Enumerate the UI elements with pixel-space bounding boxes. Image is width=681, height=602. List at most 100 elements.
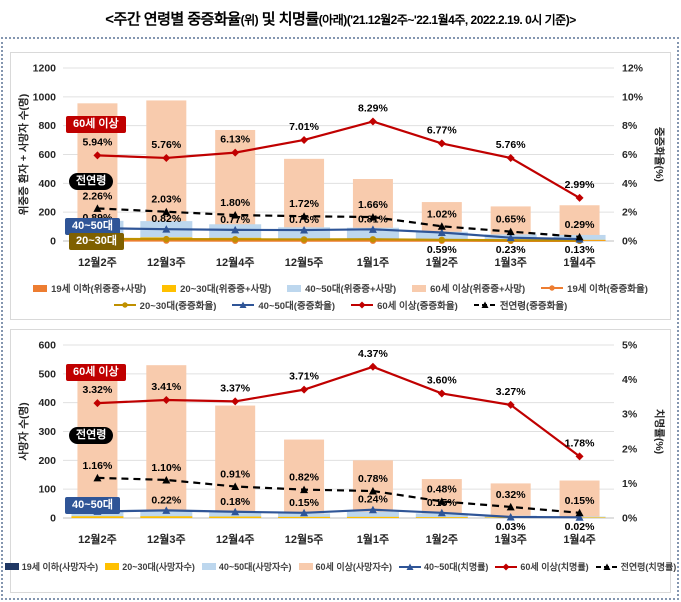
- svg-text:1.16%: 1.16%: [83, 460, 113, 472]
- svg-text:0.82%: 0.82%: [289, 472, 319, 484]
- legend-line-icon: [399, 563, 421, 570]
- legend-item-label: 60세 이상(치명률): [520, 562, 589, 572]
- svg-text:1월2주: 1월2주: [426, 255, 458, 269]
- charts-frame: 0 200 400 600 800 1000 1200 0% 2% 4% 6% 8% 10% 12% 위중증…: [1, 37, 679, 600]
- svg-text:0.91%: 0.91%: [220, 469, 250, 481]
- svg-text:4%: 4%: [622, 178, 638, 190]
- svg-text:1000: 1000: [33, 91, 57, 103]
- legend-item-label: 40~50대(치명률): [424, 562, 489, 572]
- legend-swatch-icon: [33, 284, 48, 292]
- svg-text:3%: 3%: [622, 409, 638, 421]
- legend-swatch-icon: [162, 284, 177, 292]
- fatality-chart-legend: 19세 이하(사망자수) 20~30대(사망자수) 40~50대(사망자수) 60세 …: [4, 560, 676, 573]
- svg-text:12월2주: 12월2주: [78, 255, 117, 269]
- svg-text:0.02%: 0.02%: [565, 521, 595, 533]
- legend-item-label: 19세 이하(위중증+사망): [51, 284, 147, 295]
- svg-text:1월1주: 1월1주: [357, 255, 389, 269]
- svg-text:1월2주: 1월2주: [426, 532, 458, 546]
- legend-swatch-icon: [298, 563, 313, 570]
- svg-text:3.27%: 3.27%: [496, 386, 526, 398]
- page-title: <주간 연령별 중증화율(위) 및 치명률(아래)('21.12월2주~'22.…: [0, 8, 681, 29]
- svg-text:300: 300: [38, 426, 56, 438]
- svg-text:1200: 1200: [33, 63, 57, 75]
- svg-text:1월4주: 1월4주: [563, 255, 595, 269]
- svg-text:600: 600: [38, 340, 56, 352]
- fatality-chart-panel: 0 100 200 300 400 500 600 0% 1% 2% 3% 4% 5% 사망자 수(명) 치…: [4, 329, 676, 593]
- legend-item: 60세 이상(치명률): [495, 560, 589, 573]
- legend-line-icon: [595, 563, 618, 570]
- legend-item-label: 60세 이상(위중증+사망): [430, 284, 526, 295]
- svg-text:12월5주: 12월5주: [285, 532, 324, 546]
- legend-line-icon: [541, 285, 564, 291]
- legend-item-label: 60세 이상(중증화율): [377, 301, 458, 312]
- svg-text:10%: 10%: [622, 91, 644, 103]
- severity-chart-panel: 0 200 400 600 800 1000 1200 0% 2% 4% 6% 8% 10% 12% 위중증…: [10, 52, 671, 320]
- svg-text:800: 800: [38, 120, 56, 132]
- svg-text:12%: 12%: [622, 63, 644, 75]
- legend-item: 19세 이하(사망자수): [4, 560, 99, 573]
- legend-item-label: 40~50대(중증화율): [258, 301, 336, 312]
- series-callout-40-50s: 40~50대: [65, 497, 121, 514]
- svg-text:0.82%: 0.82%: [151, 213, 181, 225]
- svg-text:0.78%: 0.78%: [358, 473, 388, 485]
- legend-swatch-icon: [105, 563, 120, 570]
- svg-text:200: 200: [38, 207, 56, 219]
- svg-text:0.13%: 0.13%: [565, 244, 595, 256]
- legend-item-label: 60세 이상(사망자수): [315, 562, 392, 572]
- legend-item: 19세 이하(위중증+사망): [33, 281, 146, 295]
- svg-text:1월3주: 1월3주: [494, 532, 526, 546]
- svg-text:3.41%: 3.41%: [151, 381, 181, 393]
- svg-text:0.22%: 0.22%: [151, 494, 181, 506]
- svg-text:6.13%: 6.13%: [220, 134, 250, 146]
- legend-line-icon: [473, 301, 496, 308]
- svg-text:4.37%: 4.37%: [358, 348, 388, 360]
- legend-line-icon: [351, 301, 374, 309]
- legend-line-icon: [113, 302, 136, 308]
- svg-text:0.59%: 0.59%: [427, 244, 457, 256]
- title-sub-bottom: (아래): [318, 13, 348, 27]
- svg-text:12월3주: 12월3주: [147, 255, 186, 269]
- svg-text:사망자 수(명): 사망자 수(명): [17, 402, 30, 460]
- legend-swatch-icon: [412, 284, 427, 292]
- series-callout-20-30s: 20~30대: [69, 233, 125, 250]
- svg-text:1.78%: 1.78%: [565, 437, 595, 449]
- legend-item: 40~50대(치명률): [399, 560, 488, 573]
- legend-item-label: 19세 이하(중증화율): [567, 284, 648, 295]
- svg-text:100: 100: [38, 484, 56, 496]
- svg-text:위중증 환자 + 사망자 수(명): 위중증 환자 + 사망자 수(명): [17, 94, 30, 215]
- svg-text:0.15%: 0.15%: [289, 497, 319, 509]
- svg-text:0%: 0%: [622, 236, 638, 248]
- svg-text:2%: 2%: [622, 207, 638, 219]
- svg-text:1월1주: 1월1주: [357, 532, 389, 546]
- svg-text:1.66%: 1.66%: [358, 199, 388, 211]
- legend-item-label: 전연령(중증화율): [499, 301, 568, 312]
- svg-text:2.26%: 2.26%: [83, 190, 113, 202]
- svg-text:0.48%: 0.48%: [427, 483, 457, 495]
- legend-item: 20~30대(중증화율): [113, 298, 216, 312]
- svg-text:0.03%: 0.03%: [496, 521, 526, 533]
- legend-item: 40~50대(사망자수): [201, 560, 292, 573]
- legend-item-label: 19세 이하(사망자수): [21, 562, 99, 572]
- svg-text:0.29%: 0.29%: [565, 219, 595, 231]
- svg-text:0.32%: 0.32%: [496, 489, 526, 501]
- legend-item-label: 20~30대(사망자수): [122, 562, 195, 572]
- svg-text:12월3주: 12월3주: [147, 532, 186, 546]
- title-main: <주간 연령별 중증화율: [105, 11, 241, 28]
- legend-row: 19세 이하(사망자수) 20~30대(사망자수) 40~50대(사망자수) 60세 …: [4, 560, 676, 573]
- legend-item-label: 40~50대(사망자수): [218, 562, 292, 572]
- svg-text:400: 400: [38, 178, 56, 190]
- legend-item: 60세 이상(중증화율): [351, 298, 458, 312]
- svg-text:1월4주: 1월4주: [563, 532, 595, 546]
- svg-text:0: 0: [50, 236, 56, 248]
- legend-row: 20~30대(중증화율) 40~50대(중증화율) 60세 이상(중증화율) 전연령(…: [113, 298, 568, 312]
- legend-item-label: 20~30대(위중증+사망): [180, 284, 272, 295]
- svg-text:0.15%: 0.15%: [427, 497, 457, 509]
- legend-item-label: 40~50대(위중증+사망): [305, 284, 397, 295]
- svg-text:3.71%: 3.71%: [289, 371, 319, 383]
- svg-text:6%: 6%: [622, 149, 638, 161]
- svg-text:0.23%: 0.23%: [496, 244, 526, 256]
- legend-item: 19세 이하(중증화율): [541, 281, 648, 295]
- svg-text:8%: 8%: [622, 120, 638, 132]
- svg-text:600: 600: [38, 149, 56, 161]
